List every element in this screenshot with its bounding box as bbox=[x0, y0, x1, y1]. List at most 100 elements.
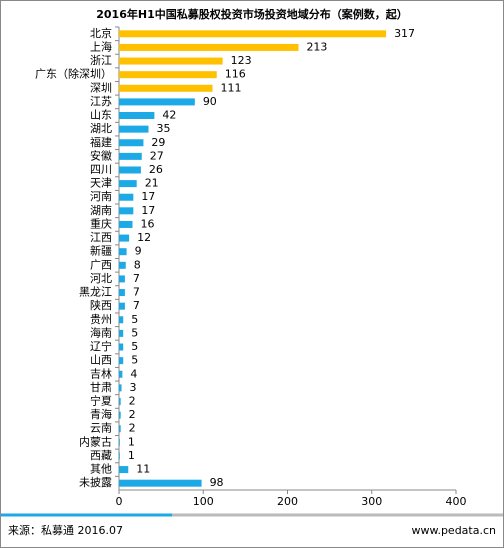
bar bbox=[119, 425, 121, 433]
value-label: 12 bbox=[137, 231, 151, 244]
y-tick-label: 福建 bbox=[90, 135, 112, 149]
bar bbox=[119, 207, 134, 215]
value-label: 213 bbox=[306, 40, 327, 53]
value-label: 8 bbox=[134, 258, 141, 271]
value-label: 7 bbox=[133, 299, 140, 312]
bar bbox=[119, 343, 124, 351]
value-label: 29 bbox=[151, 136, 165, 149]
value-label: 111 bbox=[221, 81, 242, 94]
value-label: 16 bbox=[140, 217, 154, 230]
value-label: 11 bbox=[136, 463, 150, 476]
bar bbox=[119, 397, 121, 405]
value-label: 317 bbox=[394, 27, 415, 40]
bar bbox=[119, 289, 125, 297]
value-label: 2 bbox=[129, 408, 136, 421]
y-tick-label: 陕西 bbox=[90, 298, 112, 312]
bar bbox=[119, 193, 134, 201]
bar bbox=[119, 57, 223, 65]
bar bbox=[119, 112, 155, 120]
y-tick-label: 江西 bbox=[90, 231, 112, 244]
value-label: 9 bbox=[135, 245, 142, 258]
bar bbox=[119, 438, 120, 446]
y-tick-label: 其他 bbox=[90, 463, 112, 476]
bar bbox=[119, 220, 133, 228]
value-label: 1 bbox=[128, 449, 135, 462]
bar bbox=[119, 166, 141, 174]
value-label: 1 bbox=[128, 435, 135, 448]
value-label: 90 bbox=[203, 95, 217, 108]
bar bbox=[119, 479, 202, 487]
y-tick-label: 吉林 bbox=[90, 366, 112, 380]
value-label: 98 bbox=[210, 476, 224, 489]
bar bbox=[119, 302, 125, 310]
x-tick-label: 100 bbox=[193, 495, 214, 508]
x-tick-label: 200 bbox=[277, 495, 298, 508]
value-label: 27 bbox=[150, 149, 164, 162]
value-label: 5 bbox=[131, 354, 138, 367]
value-label: 17 bbox=[141, 190, 155, 203]
y-tick-label: 海南 bbox=[90, 325, 112, 339]
bar bbox=[119, 452, 120, 460]
value-label: 3 bbox=[130, 381, 137, 394]
value-label: 26 bbox=[149, 163, 163, 176]
y-tick-label: 云南 bbox=[90, 422, 112, 435]
bar bbox=[119, 180, 137, 188]
y-tick-label: 湖南 bbox=[90, 204, 112, 217]
y-tick-label: 山西 bbox=[90, 354, 112, 367]
x-tick-label: 300 bbox=[361, 495, 382, 508]
value-label: 7 bbox=[133, 272, 140, 285]
y-tick-label: 贵州 bbox=[90, 313, 112, 326]
x-tick-label: 0 bbox=[116, 495, 123, 508]
y-tick-label: 甘肃 bbox=[90, 381, 112, 394]
y-tick-label: 深圳 bbox=[90, 81, 112, 94]
bar bbox=[119, 125, 149, 133]
bar bbox=[119, 411, 121, 419]
y-tick-label: 广西 bbox=[90, 258, 112, 271]
y-tick-label: 河北 bbox=[90, 272, 112, 285]
y-tick-label: 天津 bbox=[90, 177, 112, 190]
value-label: 116 bbox=[225, 68, 246, 81]
bar bbox=[119, 261, 126, 269]
y-tick-label: 湖北 bbox=[90, 122, 112, 135]
bar bbox=[119, 139, 144, 147]
source: 来源：私募通 2016.07 bbox=[8, 523, 123, 537]
value-label: 5 bbox=[131, 326, 138, 339]
bar bbox=[119, 71, 217, 79]
y-tick-label: 江苏 bbox=[90, 95, 112, 108]
y-tick-label: 安徽 bbox=[90, 148, 112, 162]
bar bbox=[119, 248, 127, 256]
value-label: 5 bbox=[131, 340, 138, 353]
bar bbox=[119, 275, 125, 283]
bar bbox=[119, 84, 213, 92]
bar bbox=[119, 329, 124, 337]
y-tick-label: 辽宁 bbox=[90, 339, 112, 353]
y-tick-label: 青海 bbox=[90, 407, 112, 421]
bar bbox=[119, 152, 142, 160]
value-label: 35 bbox=[156, 122, 170, 135]
y-tick-label: 宁夏 bbox=[90, 393, 112, 407]
value-label: 5 bbox=[131, 313, 138, 326]
y-tick-label: 浙江 bbox=[90, 54, 112, 67]
bar bbox=[119, 98, 195, 106]
y-tick-label: 四川 bbox=[90, 163, 112, 176]
y-tick-label: 山东 bbox=[90, 109, 112, 122]
website: www.pedata.cn bbox=[411, 524, 496, 537]
y-tick-label: 未披露 bbox=[79, 475, 112, 489]
value-label: 42 bbox=[162, 109, 176, 122]
y-tick-label: 西藏 bbox=[90, 449, 112, 462]
value-label: 4 bbox=[130, 367, 137, 380]
y-tick-label: 黑龙江 bbox=[79, 286, 112, 299]
value-label: 2 bbox=[129, 422, 136, 435]
value-label: 123 bbox=[231, 54, 252, 67]
y-tick-label: 新疆 bbox=[90, 244, 112, 258]
bar bbox=[119, 234, 130, 242]
bar bbox=[119, 370, 123, 378]
bar bbox=[119, 43, 299, 51]
bar bbox=[119, 384, 122, 392]
chart-title: 2016年H1中国私募股权投资市场投资地域分布（案例数，起） bbox=[96, 7, 407, 21]
x-tick-label: 400 bbox=[446, 495, 467, 508]
value-label: 2 bbox=[129, 394, 136, 407]
y-tick-label: 北京 bbox=[90, 26, 112, 40]
value-label: 7 bbox=[133, 286, 140, 299]
